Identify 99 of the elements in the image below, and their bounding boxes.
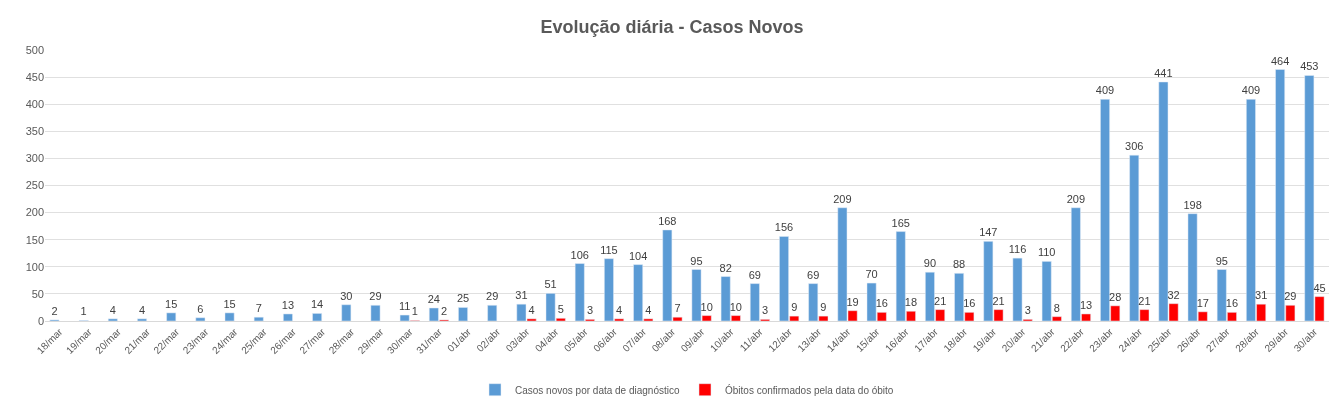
data-label: 453 [1300,60,1319,73]
data-label: 106 [570,248,589,261]
data-label: 4 [109,303,116,316]
bar [253,316,264,321]
data-label: 4 [645,303,652,316]
data-label: 147 [979,226,998,239]
bar [312,313,322,321]
bar [166,312,177,321]
data-label: 4 [528,303,535,316]
data-label: 2 [441,304,448,317]
data-label: 24 [427,292,440,305]
data-label: 409 [1241,84,1261,97]
data-label: 14 [310,298,324,311]
data-label: 7 [255,302,262,315]
data-label: 21 [992,294,1005,307]
data-label: 3 [762,304,769,317]
y-tick-label: 250 [25,179,44,192]
data-label: 6 [197,302,204,315]
data-label: 115 [600,243,618,256]
y-tick-label: 50 [31,287,44,300]
data-label: 29 [1284,290,1297,303]
data-label: 30 [340,289,353,302]
data-label: 51 [544,278,557,291]
data-label: 1 [411,305,418,318]
data-label: 10 [700,300,713,313]
bar [458,307,468,321]
bar [224,312,235,321]
y-tick-label: 500 [25,43,44,56]
data-label: 29 [486,290,499,303]
data-label: 7 [674,302,681,315]
data-label: 15 [223,297,236,310]
bar [283,313,293,321]
data-label: 209 [1066,192,1086,205]
data-label: 32 [1167,288,1180,301]
y-tick-label: 400 [25,98,44,111]
data-label: 5 [557,303,564,316]
data-label: 4 [616,303,623,316]
data-label: 165 [891,216,910,229]
data-label: 18 [904,296,918,309]
data-label: 21 [1138,294,1151,307]
data-label: 2 [51,304,58,317]
y-tick-label: 450 [25,70,44,83]
data-label: 10 [729,300,743,313]
data-label: 29 [369,290,382,303]
data-label: 9 [791,301,798,314]
data-label: 69 [807,268,820,281]
y-tick-label: 200 [25,206,44,219]
y-tick-label: 300 [25,152,44,165]
data-label: 16 [963,297,976,310]
data-label: 198 [1183,198,1202,211]
data-label: 11 [398,300,411,313]
legend-label: Casos novos por data de diagnóstico [515,384,680,396]
data-label: 13 [281,298,295,311]
y-tick-label: 0 [37,314,44,327]
data-label: 3 [1024,304,1031,317]
data-label: 70 [865,268,878,281]
data-label: 15 [165,297,178,310]
data-label: 104 [628,249,648,262]
data-label: 209 [833,192,852,205]
data-label: 110 [1037,246,1056,259]
y-tick-label: 100 [25,260,44,273]
data-label: 116 [1008,243,1027,256]
bar [195,317,206,321]
y-tick-label: 150 [25,233,44,246]
data-label: 31 [1255,289,1268,302]
data-label: 13 [1079,298,1093,311]
data-label: 17 [1196,296,1209,309]
data-label: 1 [80,305,87,318]
data-label: 88 [952,258,966,271]
data-label: 95 [1215,254,1228,267]
data-label: 3 [586,304,594,317]
data-label: 16 [875,297,888,310]
data-label: 8 [1053,301,1060,314]
legend-label: Óbitos confirmados pela data do óbito [724,383,894,396]
data-label: 4 [138,303,146,316]
data-label: 21 [934,294,947,307]
bar [108,318,118,321]
data-label: 25 [456,292,470,305]
data-label: 168 [658,214,677,227]
data-label: 82 [719,261,732,274]
data-label: 464 [1270,54,1290,67]
data-label: 90 [923,257,937,270]
data-label: 19 [846,295,859,308]
data-label: 95 [690,254,703,267]
bar [487,305,498,321]
data-label: 28 [1109,290,1122,303]
data-label: 441 [1154,66,1173,79]
y-tick-label: 350 [25,125,44,138]
bar [341,304,352,321]
data-label: 156 [774,221,794,234]
bar [370,305,381,321]
data-label: 69 [748,268,761,281]
data-label: 306 [1125,140,1144,153]
data-label: 16 [1225,297,1239,310]
data-label: 409 [1095,84,1115,97]
bar [137,318,147,321]
chart-title: Evolução diária - Casos Novos [540,17,804,38]
data-label: 9 [820,301,827,314]
data-label: 31 [515,289,528,302]
